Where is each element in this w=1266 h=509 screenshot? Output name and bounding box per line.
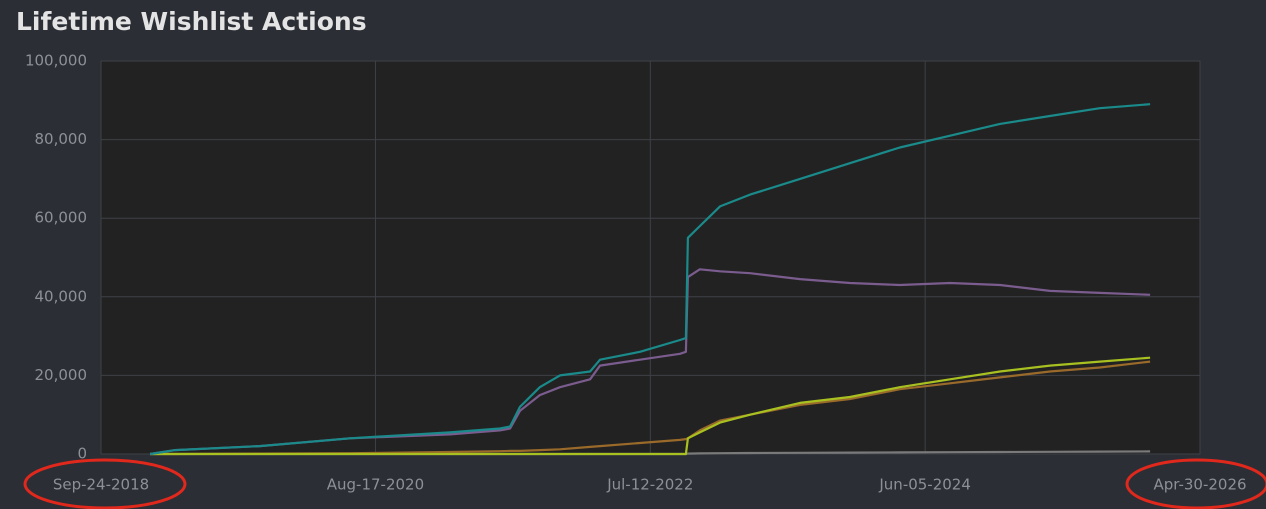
highlight-circle [1125,458,1266,509]
y-tick-label: 40,000 [35,287,88,305]
x-tick-label: Sep-24-2018 [53,476,149,494]
x-tick-label: Jun-05-2024 [878,476,971,494]
x-tick-label: Apr-30-2026 [1153,476,1246,494]
series-line [150,360,1151,456]
series-line [149,268,1151,456]
series-line [150,356,1151,456]
x-tick-label: Jul-12-2022 [606,476,693,494]
y-tick-label: 80,000 [35,130,88,148]
y-tick-label: 0 [77,445,87,463]
highlight-circle [23,458,187,509]
y-tick-label: 60,000 [35,209,88,227]
series-line [149,103,1151,456]
x-tick-label: Aug-17-2020 [327,476,424,494]
y-tick-label: 20,000 [35,366,88,384]
chart-title: Lifetime Wishlist Actions [16,7,367,36]
y-tick-label: 100,000 [25,52,87,70]
